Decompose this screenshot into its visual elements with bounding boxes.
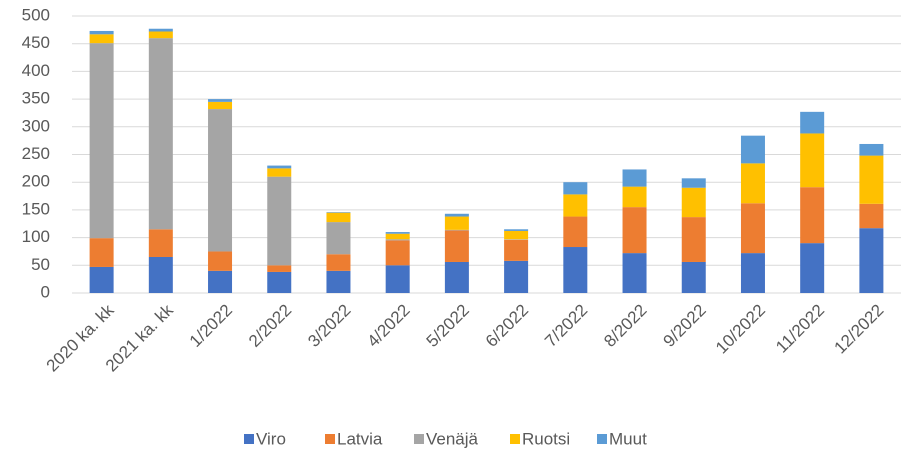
x-tick-label: 10/2022 <box>712 301 769 358</box>
bar-segment <box>326 270 351 293</box>
x-tick-label: 8/2022 <box>600 301 650 351</box>
bar-segment <box>740 163 765 204</box>
bar-segment <box>859 143 884 156</box>
bar-segment <box>681 178 706 188</box>
bar-segment <box>563 194 588 217</box>
bar-segment <box>504 239 529 240</box>
x-tick-label: 1/2022 <box>186 301 236 351</box>
bar-segment <box>385 232 410 234</box>
y-tick-label: 350 <box>22 89 50 108</box>
bar-segment <box>622 186 647 208</box>
legend-label: Ruotsi <box>522 429 570 448</box>
x-tick-label: 2/2022 <box>245 301 295 351</box>
bar-segment <box>444 216 469 230</box>
bar-segment <box>148 31 173 39</box>
bar-segment <box>326 212 351 213</box>
bar-segment <box>148 256 173 293</box>
x-tick-label: 7/2022 <box>541 301 591 351</box>
bar-segment <box>89 43 114 239</box>
bar-segment <box>326 254 351 271</box>
x-tick-label: 11/2022 <box>772 301 828 357</box>
bar-segment <box>89 238 114 267</box>
bar-segment <box>385 233 410 240</box>
x-tick-label: 12/2022 <box>831 301 888 358</box>
bar-segment <box>504 229 529 231</box>
bar-segment <box>208 251 233 271</box>
x-tick-label: 5/2022 <box>423 301 473 351</box>
bar-segment <box>444 213 469 217</box>
legend-swatch <box>597 434 607 444</box>
bar-segment <box>444 229 469 231</box>
bar-segment <box>208 99 233 102</box>
bar-segment <box>622 207 647 254</box>
bar-segment <box>267 176 292 266</box>
y-tick-label: 100 <box>22 227 50 246</box>
y-tick-label: 300 <box>22 116 50 135</box>
bar-segment <box>326 212 351 223</box>
bar-segment <box>385 240 410 266</box>
bar-segment <box>385 265 410 293</box>
legend-swatch <box>244 434 254 444</box>
bar-segment <box>563 182 588 195</box>
x-tick-label: 9/2022 <box>660 301 710 351</box>
y-tick-label: 500 <box>22 5 50 24</box>
bar-segment <box>800 111 825 134</box>
bar-segment <box>148 38 173 230</box>
bar-segment <box>89 30 114 35</box>
bar-segment <box>504 239 529 261</box>
bar-segment <box>267 271 292 293</box>
legend-swatch <box>510 434 520 444</box>
bar-segment <box>208 109 233 252</box>
legend-swatch <box>414 434 424 444</box>
bar-segment <box>800 133 825 188</box>
bar-segment <box>800 243 825 293</box>
bar-segment <box>267 168 292 177</box>
bar-segment <box>444 261 469 293</box>
y-tick-label: 50 <box>31 255 50 274</box>
x-tick-label: 4/2022 <box>363 301 413 351</box>
bar-segment <box>681 217 706 262</box>
legend-label: Venäjä <box>426 429 479 448</box>
y-tick-label: 400 <box>22 61 50 80</box>
y-tick-label: 450 <box>22 33 50 52</box>
bar-segment <box>681 261 706 293</box>
bar-segment <box>740 135 765 164</box>
legend-label: Muut <box>609 429 647 448</box>
legend-swatch <box>325 434 335 444</box>
x-tick-label: 3/2022 <box>304 301 354 351</box>
bar-segment <box>148 229 173 257</box>
bar-segment <box>859 228 884 293</box>
bar-segment <box>89 34 114 44</box>
y-tick-label: 200 <box>22 172 50 191</box>
bar-segment <box>563 247 588 293</box>
legend-label: Viro <box>256 429 286 448</box>
x-tick-label: 6/2022 <box>482 301 532 351</box>
bar-segment <box>740 253 765 293</box>
bar-segment <box>208 101 233 110</box>
y-tick-label: 250 <box>22 144 50 163</box>
bar-segment <box>740 203 765 254</box>
bar-segment <box>326 222 351 255</box>
bar-segment <box>504 260 529 293</box>
legend-label: Latvia <box>337 429 383 448</box>
bar-segment <box>208 270 233 293</box>
y-tick-label: 150 <box>22 199 50 218</box>
bar-segment <box>859 203 884 229</box>
bar-segment <box>267 165 292 169</box>
bar-segment <box>800 187 825 244</box>
bar-segment <box>681 187 706 218</box>
bar-segment <box>622 253 647 293</box>
bar-segment <box>563 216 588 248</box>
bar-segment <box>504 230 529 240</box>
y-tick-label: 0 <box>41 282 50 301</box>
bar-segment <box>444 230 469 262</box>
bar-segment <box>148 28 173 32</box>
bar-segment <box>267 265 292 272</box>
bar-segment <box>385 239 410 241</box>
bar-segment <box>89 266 114 293</box>
bar-segment <box>859 155 884 204</box>
bar-segment <box>622 169 647 187</box>
